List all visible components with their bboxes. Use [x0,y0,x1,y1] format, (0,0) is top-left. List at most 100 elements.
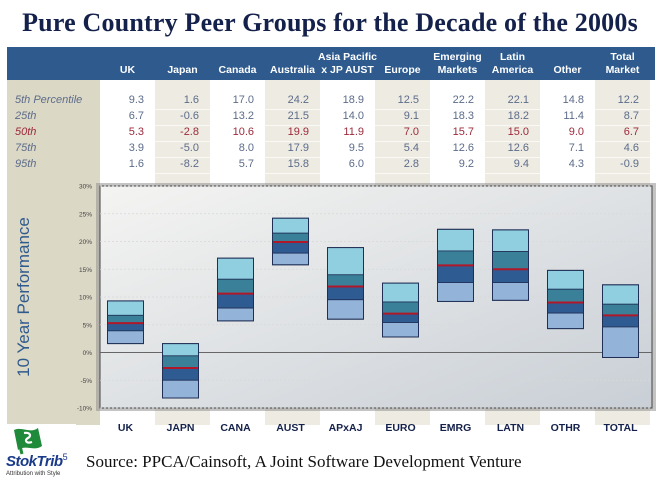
table-cell: 22.2 [452,94,474,106]
chart-title: Pure Country Peer Groups for the Decade … [22,8,638,37]
box-band-5-25 [492,229,529,252]
table-cell: 1.6 [183,94,199,106]
y-tick-label: 25% [79,211,92,218]
column-header-bottom: UK [119,64,136,76]
x-tick-label: CANA [220,422,251,434]
box-outline [602,284,639,358]
box-band-25-50 [382,301,419,315]
table-cell: 11.4 [563,110,584,122]
box-band-50-75 [272,241,309,254]
y-tick-label: -10% [77,406,92,413]
logo-superscript: 5 [62,452,68,462]
box-band-75-95 [602,326,639,358]
row-divider [100,125,650,126]
box-band-75-95 [107,330,144,345]
x-tick-label: OTHR [550,422,581,434]
box-band-5-25 [547,269,584,290]
box-band-50-75 [492,268,529,283]
table-cell: 14.8 [562,94,584,106]
y-tick-label: 20% [79,239,92,246]
box-band-50-75 [162,367,199,381]
table-cell: 22.1 [507,94,529,106]
box-band-25-50 [437,250,474,266]
table-cell: 9.4 [513,158,529,170]
table-cell: 1.6 [128,158,144,170]
column-header: Japan [151,51,214,77]
box-band-75-95 [437,282,474,302]
table-cell: 12.5 [397,94,419,106]
y-tick-label: 0% [83,350,93,357]
logo-wordmark: StokTrib [6,453,63,470]
box-band-75-95 [217,307,254,322]
y-tick-label: 30% [79,184,92,191]
table-cell: 3.9 [128,142,144,154]
column-header-bottom: Europe [384,64,421,76]
box-band-5-25 [327,247,364,276]
box-band-25-50 [327,274,364,287]
table-header: UK Japan Canada Australia Asia Pacific x J… [7,47,655,80]
column-header: Canada [206,51,269,77]
table-cell: 14.0 [342,110,364,122]
box-band-5-25 [272,217,309,234]
y-tick-label: 15% [79,267,92,274]
box-outline [272,217,309,266]
column-header: Europe [371,51,434,77]
column-header: Australia [261,51,324,77]
box-band-5-25 [602,284,639,305]
table-cell: 15.8 [287,158,309,170]
table-cell: 17.9 [287,142,309,154]
table-cell: 13.2 [232,110,254,122]
table-cell: 24.2 [287,94,309,106]
column-header: Latin America [481,51,544,77]
table-cell: -5.0 [180,142,199,154]
box-band-5-25 [107,300,144,316]
x-tick-label: EMRG [439,422,472,434]
table-cell: 5.3 [128,126,144,138]
table-cell: -2.8 [180,126,199,138]
column-header-bottom: Other [553,64,582,76]
table-cell: 7.0 [403,126,419,138]
box-band-25-50 [272,232,309,243]
box-band-25-50 [217,278,254,295]
table-cell: 21.5 [287,110,309,122]
column-header-bottom: Australia [270,64,315,76]
table-cell: 18.2 [507,110,529,122]
y-tick-label: 10% [79,295,92,302]
table-cell: 5.7 [238,158,254,170]
x-tick-label: JAPN [166,422,195,434]
table-cell: 18.3 [452,110,474,122]
column-header: Other [536,51,599,77]
table-cell: 12.6 [452,142,474,154]
box-band-5-25 [437,228,474,252]
box-outline [107,300,144,345]
x-tick-label: EURO [385,422,416,434]
table-cell: 9.5 [348,142,364,154]
flag-s-icon [14,428,42,455]
row-divider [100,141,650,142]
table-cell: -0.9 [620,158,639,170]
table-cell: 6.7 [623,126,639,138]
table-cell: 9.3 [128,94,144,106]
column-header-bottom: Market [605,64,640,76]
row-label: 25th [15,110,37,122]
source-text: Source: PPCA/Cainsoft, A Joint Software … [86,452,522,471]
column-header-top: Total [610,51,635,63]
box-band-50-75 [107,322,144,332]
row-label: 95th [15,158,37,170]
logo-tagline: Attribution with Style [6,471,61,477]
column-header-top: Latin [499,51,526,63]
table-cell: 12.2 [617,94,639,106]
x-tick-label: AUST [276,422,305,434]
table-cell: 10.6 [232,126,254,138]
box-outline [547,269,584,330]
table-cell: 6.0 [348,158,364,170]
box-outline [492,229,529,301]
box-band-25-50 [547,288,584,303]
box-outline [162,343,199,399]
table-cell: 9.2 [458,158,474,170]
box-band-75-95 [492,282,529,301]
table-cell: 8.7 [623,110,639,122]
x-tick-label: TOTAL [603,422,638,434]
box-band-5-25 [217,257,254,280]
